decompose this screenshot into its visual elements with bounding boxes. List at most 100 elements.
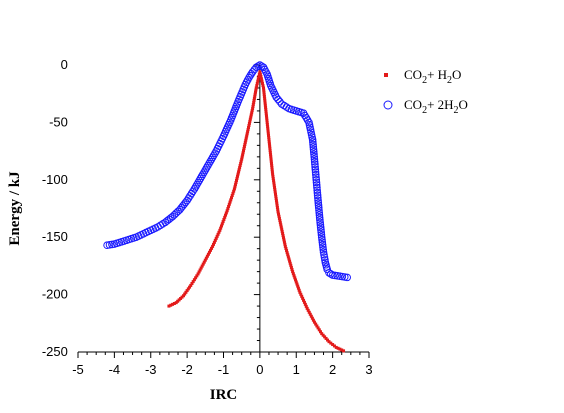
data-point [285,249,289,253]
data-point [201,166,210,174]
data-point [309,314,313,318]
data-point [238,166,242,170]
data-point [249,113,253,117]
data-point [275,205,279,209]
data-point [306,308,310,312]
data-point [269,155,273,159]
data-point [313,188,322,197]
data-point [194,276,198,280]
series-0 [167,70,346,353]
data-point [265,123,269,127]
data-point [283,244,287,248]
data-point [304,304,308,308]
data-point [262,95,266,99]
data-point [265,118,269,122]
data-point [259,77,263,81]
data-point [311,163,319,171]
data-point [251,105,255,109]
data-point [269,159,273,163]
data-point [254,62,262,70]
data-point [277,214,281,218]
data-point [332,344,336,348]
data-point [267,142,271,146]
data-point [244,138,248,142]
data-point [266,131,270,135]
data-point [270,166,274,170]
data-point [319,243,327,251]
x-tick-label: 1 [293,362,300,377]
data-point [272,93,281,101]
data-point [318,235,326,244]
data-point [310,157,319,166]
data-point [269,161,273,165]
data-point [268,146,272,150]
data-point [316,223,325,232]
data-point [237,168,241,172]
data-point [184,290,188,294]
data-point [250,111,254,115]
data-point [249,115,253,119]
data-point [263,97,267,101]
data-point [206,157,214,166]
data-point [323,335,327,339]
data-point [211,149,219,158]
data-point [212,240,216,244]
data-point [278,219,282,223]
data-point [272,179,276,183]
y-tick-label: 0 [61,57,68,72]
data-point [302,300,306,304]
data-point [210,151,218,160]
data-point [202,164,211,172]
data-point [310,150,318,159]
data-point [315,208,324,217]
data-point [236,172,240,176]
data-point [289,265,293,269]
data-point [224,211,228,215]
data-point [317,233,326,241]
data-point [203,162,212,170]
data-point [263,99,267,103]
data-point [205,159,213,168]
data-point [230,194,234,198]
data-point [240,155,244,159]
data-point [235,176,239,180]
data-point [261,84,265,88]
data-point [242,147,246,151]
data-point [311,168,320,176]
x-tick-label: -1 [218,362,230,377]
data-point [246,128,250,132]
data-point [315,206,323,215]
data-point [171,302,175,306]
data-point [215,234,219,238]
x-tick-label: -2 [181,362,193,377]
data-point [280,229,284,233]
data-point [264,112,268,116]
data-point [307,310,311,314]
data-point [208,153,217,162]
data-point [276,97,284,106]
x-tick-label: 0 [256,362,263,377]
data-point [342,349,346,353]
data-point [197,172,206,181]
data-point [276,210,280,214]
data-point [227,204,231,208]
data-point [314,196,322,205]
data-point [222,217,226,221]
data-point [239,161,243,165]
data-point [262,92,266,96]
data-point [278,221,282,225]
data-point [338,347,342,351]
data-point [277,216,281,220]
data-point [224,213,228,217]
data-point [300,294,304,298]
y-tick-label: -100 [42,172,68,187]
data-point [309,145,318,154]
data-point [311,318,315,322]
data-point [319,330,322,334]
data-point [254,86,258,90]
data-point [314,199,323,207]
data-point [251,107,255,111]
data-point [273,185,277,189]
data-point [199,170,207,179]
data-point [194,178,202,187]
